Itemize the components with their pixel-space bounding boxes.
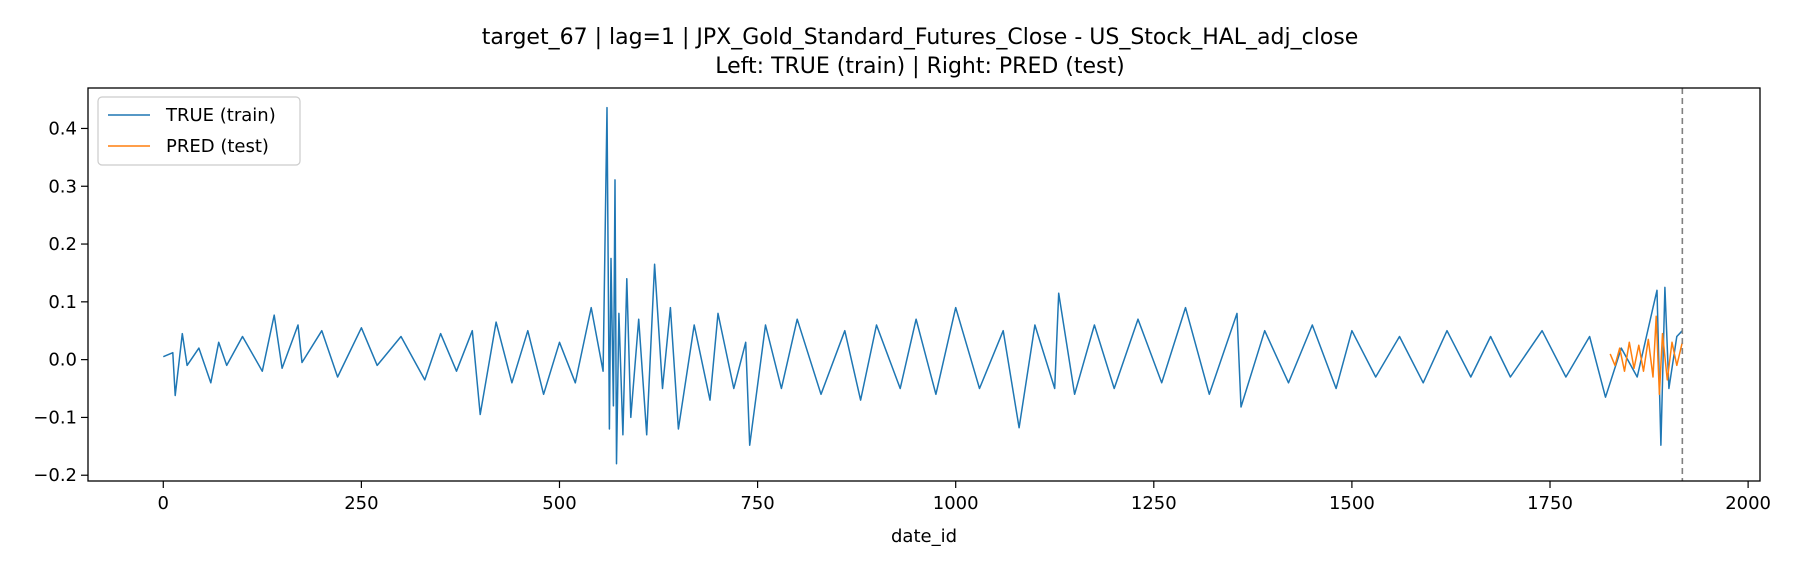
x-tick-label: 1500 [1329,493,1375,514]
x-tick-label: 500 [542,493,576,514]
chart-title-line1: target_67 | lag=1 | JPX_Gold_Standard_Fu… [482,25,1359,50]
plot-frame [87,87,1761,482]
y-tick-label: −0.1 [33,407,77,428]
legend-label-test: PRED (test) [166,136,269,157]
series-line-train [163,106,1683,465]
x-tick-label: 2000 [1725,493,1771,514]
y-axis: −0.2 −0.1 0.0 0.1 0.2 0.3 0.4 [33,118,88,486]
y-tick-label: −0.2 [33,465,77,486]
legend-box [97,96,301,166]
x-axis: 0 250 500 750 1000 1250 1500 1750 2000 [158,481,1771,514]
legend-label-train: TRUE (train) [165,105,276,126]
legend: TRUE (train) PRED (test) [97,96,301,166]
y-tick-label: 0.4 [48,118,77,139]
x-tick-label: 0 [158,493,169,514]
y-tick-label: 0.3 [48,176,77,197]
y-tick-label: 0.1 [48,292,77,313]
y-tick-label: 0.2 [48,234,77,255]
y-tick-label: 0.0 [48,350,77,371]
plot-lines [163,106,1684,465]
x-axis-label: date_id [891,526,957,547]
x-tick-label: 750 [740,493,774,514]
x-tick-label: 250 [344,493,378,514]
chart-title-line2: Left: TRUE (train) | Right: PRED (test) [715,54,1124,79]
x-tick-label: 1000 [933,493,979,514]
series-line-test [1609,315,1684,396]
x-tick-label: 1250 [1131,493,1177,514]
x-tick-label: 1750 [1527,493,1573,514]
